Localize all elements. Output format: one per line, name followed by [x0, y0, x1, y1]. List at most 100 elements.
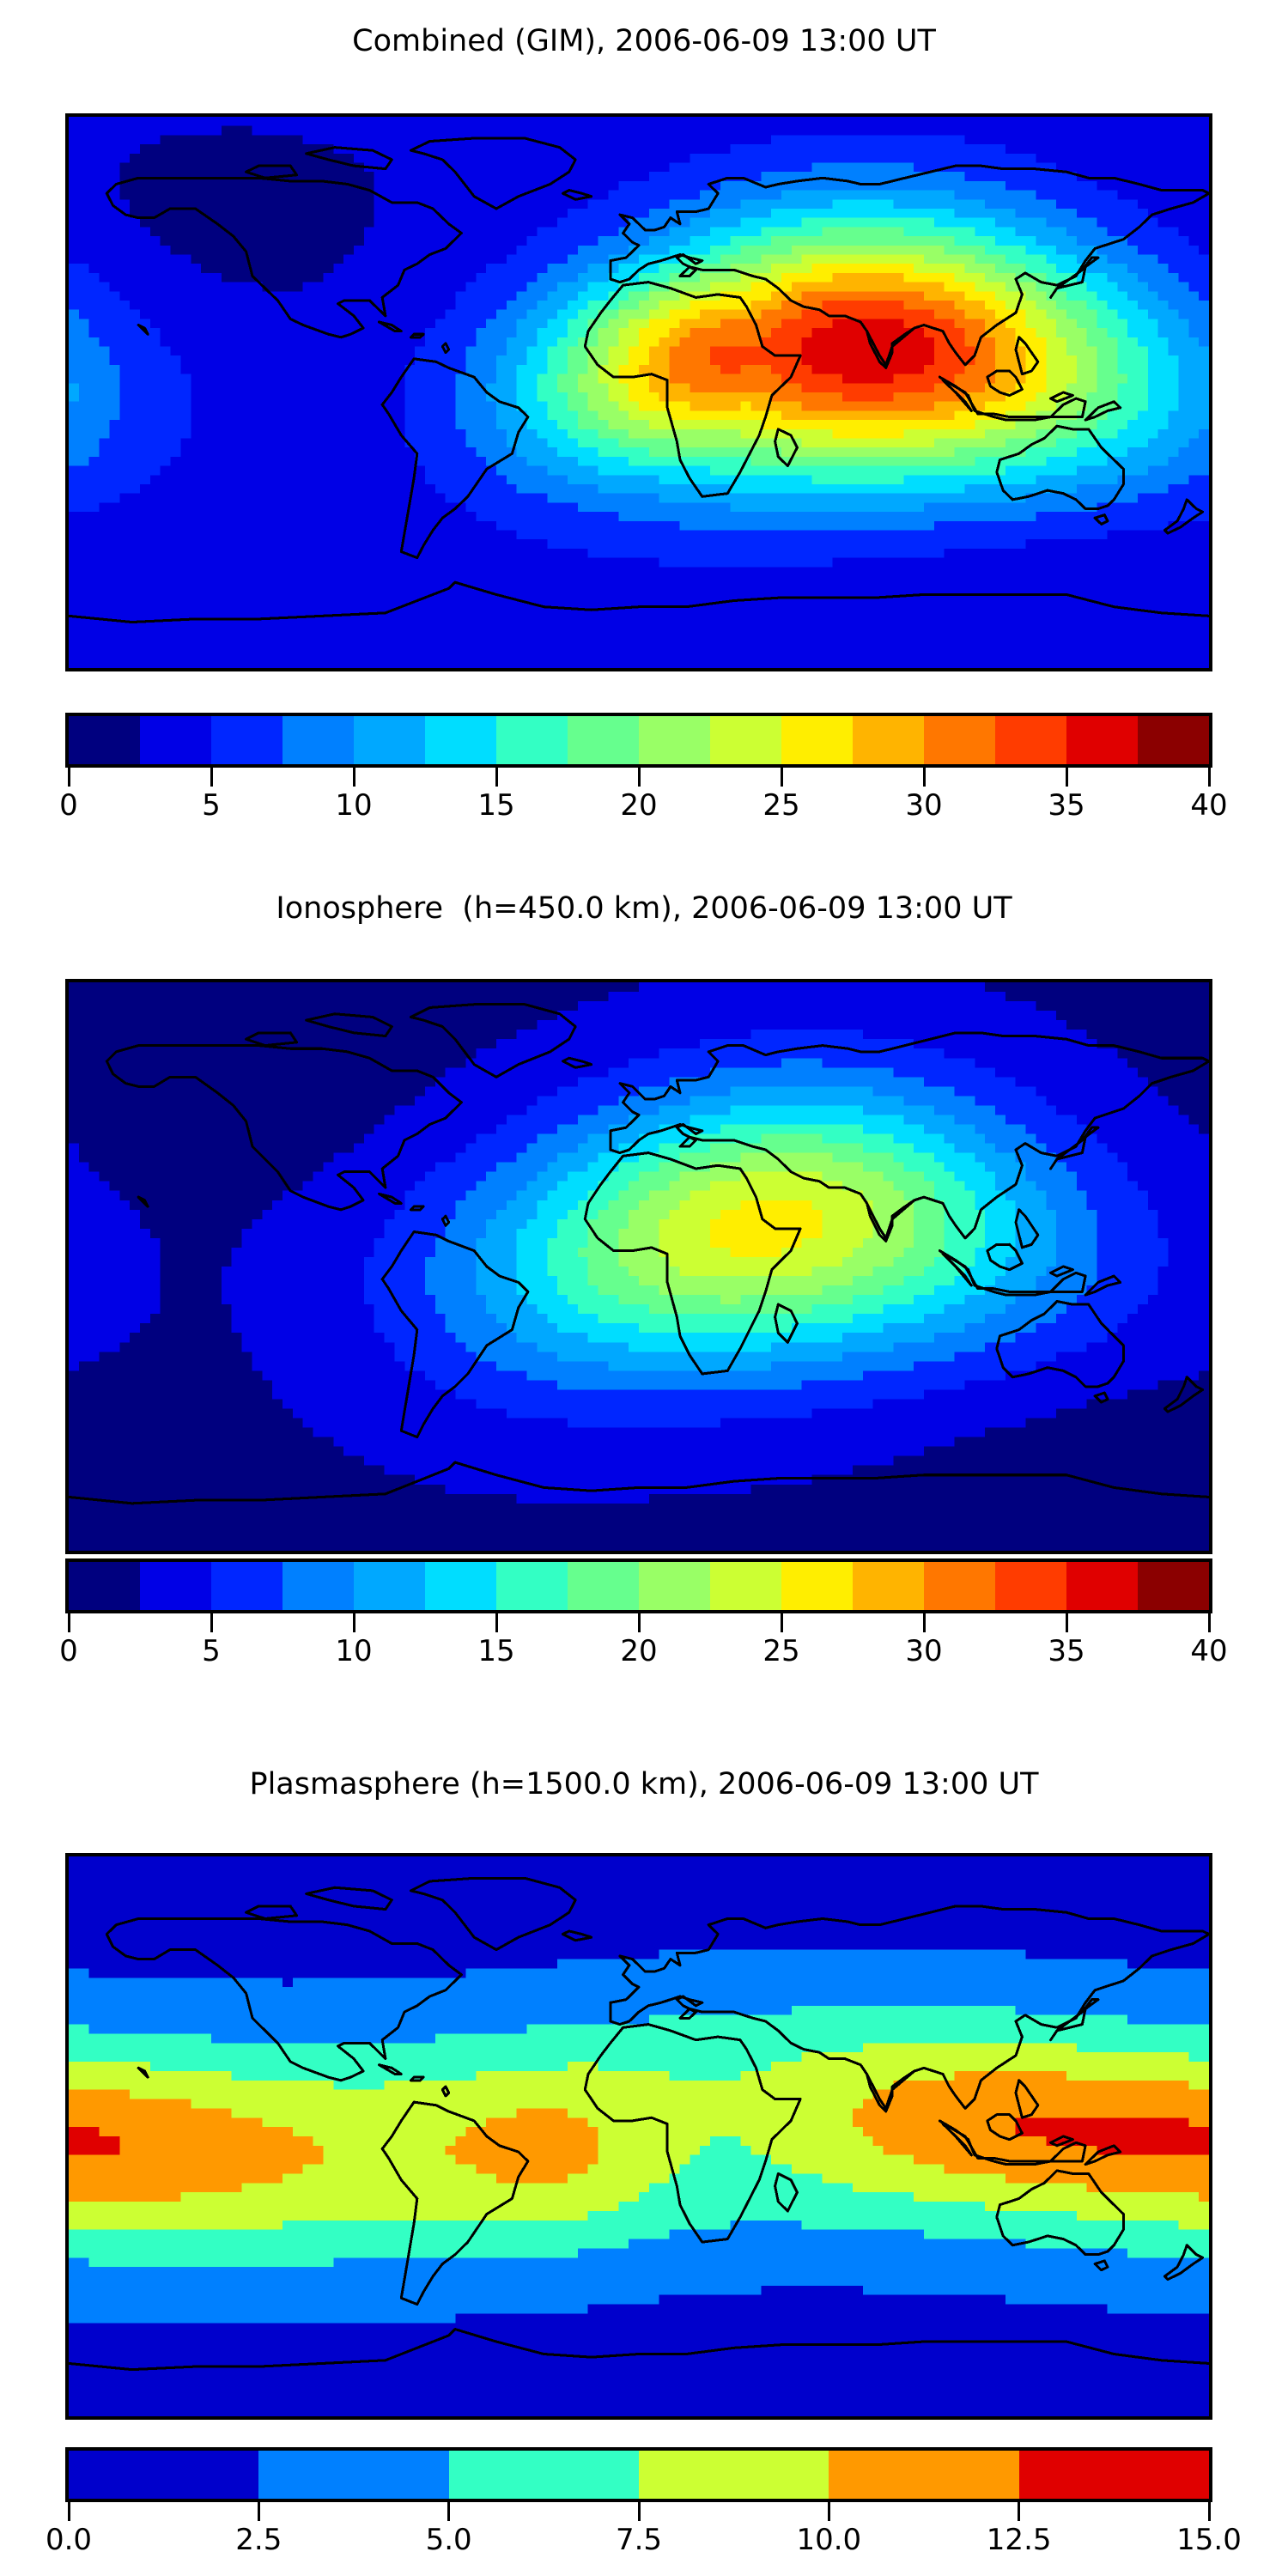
colorbar-segment [710, 1562, 781, 1610]
colorbar-tick [210, 768, 213, 787]
colorbar-segment [924, 716, 995, 764]
colorbar-segment [211, 716, 283, 764]
colorbar-segment [354, 716, 425, 764]
colorbar-tick [637, 768, 641, 787]
colorbar-segment [283, 716, 354, 764]
colorbar-segment [568, 716, 639, 764]
colorbar-strip-ionosphere[interactable] [65, 1558, 1212, 1613]
colorbar-segment [425, 1562, 496, 1610]
colorbar-segment [1066, 1562, 1138, 1610]
colorbar-tick [637, 2502, 641, 2521]
colorbar-tick-label: 20 [620, 1634, 657, 1668]
map-canvas-plasmasphere [69, 1856, 1209, 2416]
colorbar-segment [1018, 2451, 1209, 2499]
colorbar-segment [448, 2451, 639, 2499]
colorbar-segment [1066, 716, 1138, 764]
colorbar-segment [781, 716, 853, 764]
colorbar-tick-label: 10 [335, 1634, 372, 1668]
colorbar-tick [67, 768, 70, 787]
colorbar-strip-combined[interactable] [65, 713, 1212, 768]
colorbar-tick-label: 5.0 [426, 2523, 472, 2557]
colorbar-tick-label: 2.5 [235, 2523, 282, 2557]
colorbar-segment [781, 1562, 853, 1610]
colorbar-tick-label: 30 [905, 1634, 942, 1668]
map-ionosphere [65, 979, 1212, 1554]
colorbar-segment [995, 716, 1066, 764]
colorbar-tick-label: 40 [1190, 788, 1227, 823]
panel-combined-gim: Combined (GIM), 2006-06-09 13:00 UT 0 5 10… [0, 0, 1288, 859]
colorbar-ionosphere: 0 5 10 15 20 25 30 35 40 [59, 1558, 1228, 1687]
colorbar-segment [140, 716, 211, 764]
colorbar-labels-combined: 0 5 10 15 20 25 30 35 40 [59, 788, 1227, 828]
colorbar-segment [1138, 1562, 1209, 1610]
colorbar-segment [924, 1562, 995, 1610]
colorbar-segment [639, 1562, 710, 1610]
colorbar-segment [69, 716, 140, 764]
colorbar-segment [69, 2451, 259, 2499]
panel-plasmasphere: Plasmasphere (h=1500.0 km), 2006-06-09 1… [0, 1743, 1288, 2576]
colorbar-tick [257, 2502, 260, 2521]
colorbar-tick-label: 15.0 [1176, 2523, 1242, 2557]
colorbar-tick [1065, 768, 1068, 787]
colorbar-tick-label: 40 [1190, 1634, 1227, 1668]
colorbar-tick [1018, 2502, 1021, 2521]
colorbar-tick [1207, 2502, 1211, 2521]
colorbar-tick-label: 15 [477, 788, 514, 823]
colorbar-segment [258, 2451, 449, 2499]
colorbar-tick-label: 0 [59, 788, 78, 823]
colorbar-ticks-ionosphere [65, 1613, 1212, 1634]
colorbar-segment [710, 716, 781, 764]
colorbar-ticks-plasmasphere [65, 2502, 1212, 2523]
colorbar-tick [827, 2502, 830, 2521]
colorbar-segment [496, 1562, 568, 1610]
panel-title-ionosphere: Ionosphere (h=450.0 km), 2006-06-09 13:0… [0, 891, 1288, 926]
colorbar-segment [425, 716, 496, 764]
colorbar-tick [1065, 1613, 1068, 1632]
colorbar-tick [637, 1613, 641, 1632]
panel-ionosphere: Ionosphere (h=450.0 km), 2006-06-09 13:0… [0, 859, 1288, 1743]
colorbar-tick [352, 1613, 355, 1632]
colorbar-tick [495, 768, 498, 787]
colorbar-segment [829, 2451, 1019, 2499]
colorbar-tick-label: 10.0 [796, 2523, 861, 2557]
colorbar-tick-label: 20 [620, 788, 657, 823]
colorbar-segment [283, 1562, 354, 1610]
colorbar-tick-label: 7.5 [616, 2523, 662, 2557]
colorbar-segment [995, 1562, 1066, 1610]
colorbar-tick-label: 15 [477, 1634, 514, 1668]
colorbar-tick-label: 0 [59, 1634, 78, 1668]
colorbar-tick [1207, 1613, 1211, 1632]
colorbar-labels-ionosphere: 0 5 10 15 20 25 30 35 40 [59, 1634, 1227, 1674]
colorbar-tick [780, 768, 783, 787]
colorbar-tick [922, 768, 926, 787]
map-canvas-ionosphere [69, 982, 1209, 1551]
colorbar-segment [638, 2451, 829, 2499]
map-combined-gim [65, 113, 1212, 671]
colorbar-segment [853, 716, 924, 764]
colorbar-tick [780, 1613, 783, 1632]
colorbar-tick [67, 2502, 70, 2521]
colorbar-tick-label: 5 [202, 788, 221, 823]
colorbar-ticks-combined [65, 768, 1212, 788]
colorbar-tick-label: 25 [762, 788, 799, 823]
colorbar-segment [211, 1562, 283, 1610]
colorbar-tick-label: 25 [762, 1634, 799, 1668]
colorbar-tick-label: 12.5 [987, 2523, 1052, 2557]
colorbar-combined: 0 5 10 15 20 25 30 35 40 [59, 713, 1228, 841]
colorbar-segment [496, 716, 568, 764]
colorbar-tick [67, 1613, 70, 1632]
map-canvas-combined [69, 117, 1209, 668]
colorbar-tick-label: 35 [1048, 1634, 1084, 1668]
colorbar-segment [639, 716, 710, 764]
colorbar-tick [1207, 768, 1211, 787]
colorbar-strip-plasmasphere[interactable] [65, 2447, 1212, 2502]
colorbar-tick-label: 10 [335, 788, 372, 823]
colorbar-segment [140, 1562, 211, 1610]
colorbar-segment [568, 1562, 639, 1610]
colorbar-tick-label: 5 [202, 1634, 221, 1668]
colorbar-tick-label: 0.0 [46, 2523, 92, 2557]
colorbar-labels-plasmasphere: 0.0 2.5 5.0 7.5 10.0 12.5 15.0 [46, 2523, 1242, 2562]
colorbar-tick-label: 30 [905, 788, 942, 823]
panel-title-combined: Combined (GIM), 2006-06-09 13:00 UT [0, 24, 1288, 58]
colorbar-segment [853, 1562, 924, 1610]
